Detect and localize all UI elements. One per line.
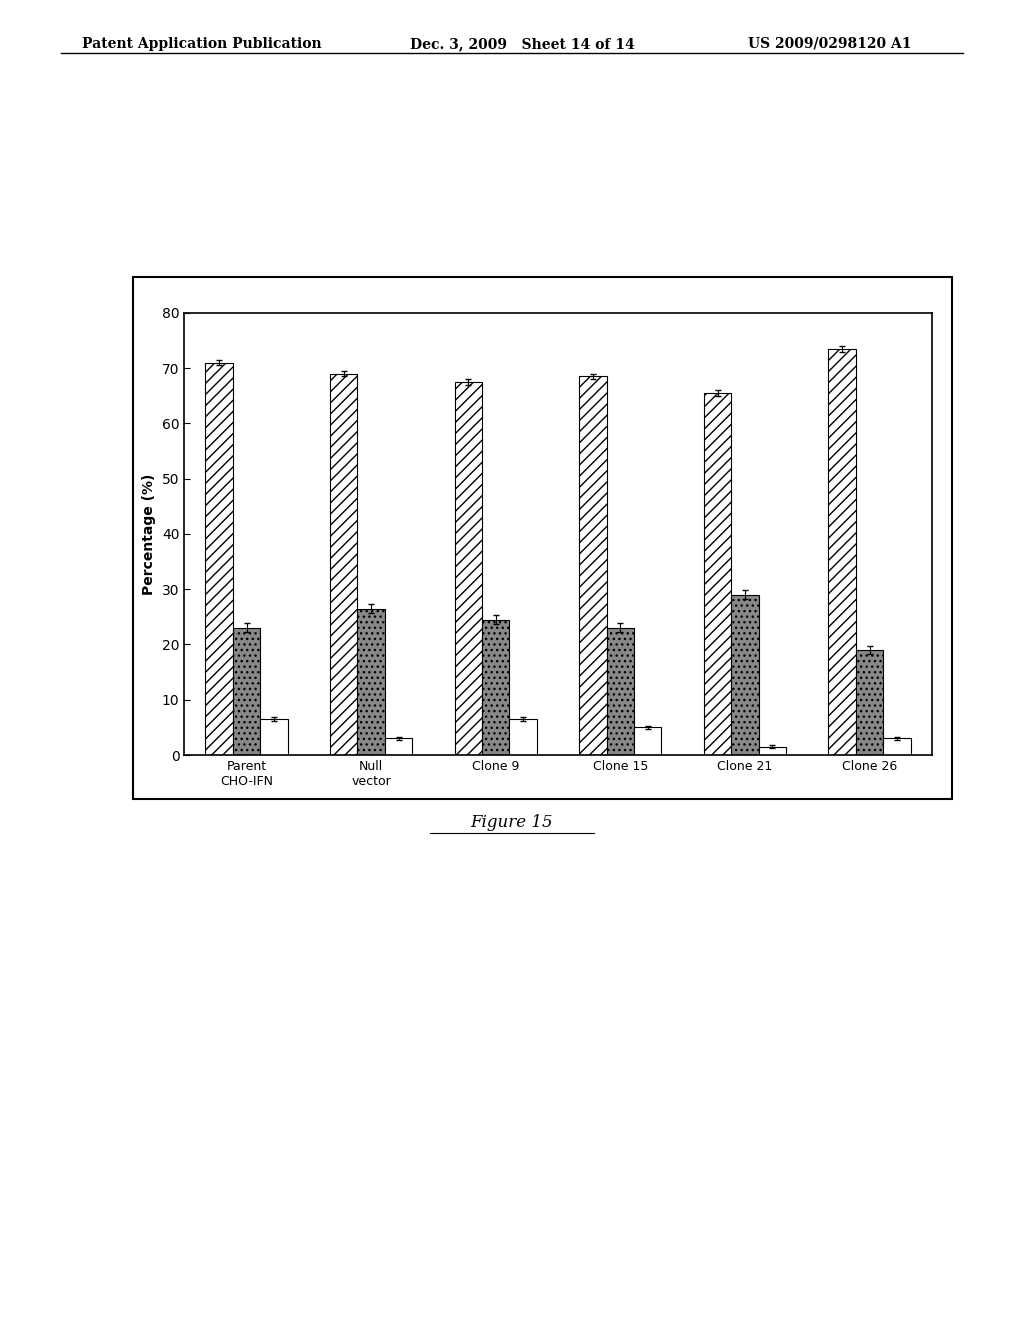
Bar bbox=[510, 719, 537, 755]
Text: Patent Application Publication: Patent Application Publication bbox=[82, 37, 322, 51]
Bar bbox=[634, 727, 662, 755]
Bar bbox=[606, 628, 634, 755]
Bar bbox=[580, 376, 606, 755]
Bar bbox=[703, 393, 731, 755]
Text: Figure 15: Figure 15 bbox=[471, 814, 553, 832]
Bar bbox=[828, 348, 856, 755]
Text: US 2009/0298120 A1: US 2009/0298120 A1 bbox=[748, 37, 911, 51]
Bar bbox=[206, 363, 232, 755]
Bar bbox=[482, 619, 510, 755]
Bar bbox=[856, 649, 884, 755]
Bar bbox=[330, 374, 357, 755]
Bar bbox=[232, 628, 260, 755]
Bar bbox=[357, 609, 385, 755]
Bar bbox=[884, 738, 910, 755]
Bar bbox=[260, 719, 288, 755]
Bar bbox=[731, 595, 759, 755]
Bar bbox=[759, 747, 786, 755]
Bar bbox=[385, 738, 413, 755]
Y-axis label: Percentage (%): Percentage (%) bbox=[142, 474, 157, 594]
Bar bbox=[455, 381, 482, 755]
Text: Dec. 3, 2009   Sheet 14 of 14: Dec. 3, 2009 Sheet 14 of 14 bbox=[410, 37, 634, 51]
